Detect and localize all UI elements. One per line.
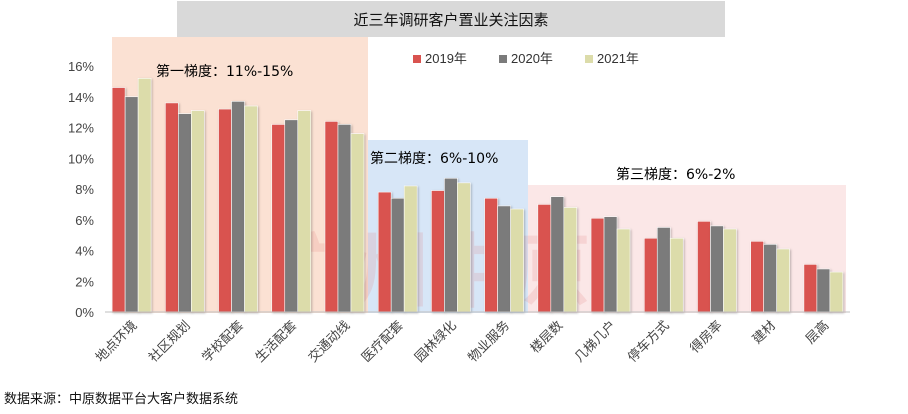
x-category-label: 学校配套	[199, 318, 247, 366]
x-category-label: 楼层数	[528, 318, 566, 356]
bar-2021年-层高	[829, 271, 844, 313]
bar-2021年-社区规划	[191, 110, 205, 313]
bar-2021年-物业服务	[510, 208, 524, 313]
bar-2021年-园林绿化	[457, 182, 471, 313]
bar-2020年-停车方式	[656, 227, 671, 313]
bar-2020年-交通动线	[337, 124, 352, 313]
x-category-label: 物业服务	[465, 318, 513, 366]
data-source-note: 数据来源：中原数据平台大客户数据系统	[4, 392, 239, 407]
y-tick-label: 2%	[75, 274, 94, 289]
bar-2020年-物业服务	[497, 205, 511, 313]
x-category-label: 层高	[803, 318, 833, 348]
bar-2019年-物业服务	[484, 197, 498, 313]
x-category-label: 建材	[750, 318, 779, 347]
bar-2019年-医疗配套	[377, 191, 392, 313]
bar-2019年-楼层数	[537, 204, 552, 313]
y-tick-label: 8%	[75, 182, 94, 197]
bar-2021年-生活配套	[297, 110, 312, 313]
bar-2020年-医疗配套	[390, 197, 405, 313]
y-tick-label: 10%	[68, 151, 94, 166]
bar-2019年-生活配套	[271, 124, 286, 313]
bar-2020年-建材	[763, 244, 777, 313]
x-category-label: 生活配套	[252, 318, 300, 366]
bar-2020年-地点环境	[124, 96, 139, 313]
x-category-label: 停车方式	[624, 318, 672, 366]
bar-2019年-社区规划	[165, 102, 179, 313]
x-category-label: 几梯几户	[571, 318, 619, 366]
bar-2021年-楼层数	[563, 207, 578, 313]
bar-2021年-学校配套	[244, 105, 258, 313]
bar-2019年-学校配套	[218, 108, 232, 313]
bar-2021年-交通动线	[350, 133, 365, 313]
bar-2019年-建材	[750, 240, 764, 313]
x-category-label: 得房率	[687, 318, 726, 357]
bar-2020年-生活配套	[284, 119, 299, 313]
legend-swatch-2019年	[413, 55, 421, 63]
bar-2020年-学校配套	[231, 101, 245, 313]
tier-label-1: 第一梯度：11%-15%	[156, 63, 293, 80]
bar-2021年-得房率	[723, 228, 737, 313]
bar-2019年-层高	[803, 264, 818, 313]
legend-swatch-2021年	[585, 55, 593, 63]
x-category-label: 医疗配套	[358, 318, 406, 366]
bar-2019年-园林绿化	[431, 190, 445, 313]
y-tick-label: 6%	[75, 213, 94, 228]
bar-2020年-社区规划	[178, 113, 192, 313]
bar-2019年-地点环境	[111, 87, 126, 313]
y-tick-label: 4%	[75, 244, 94, 259]
bar-2021年-医疗配套	[403, 185, 418, 313]
bar-2020年-园林绿化	[444, 177, 458, 313]
x-category-label: 园林绿化	[412, 318, 459, 365]
x-category-label: 地点环境	[93, 318, 140, 365]
bar-2019年-几梯几户	[590, 217, 605, 313]
tier3-region	[528, 185, 846, 313]
watermark-text: 广州中原	[270, 226, 590, 319]
bar-2020年-得房率	[710, 225, 724, 313]
legend-label-2020年: 2020年	[511, 51, 553, 66]
bar-2019年-停车方式	[643, 237, 658, 313]
tier-label-3: 第三梯度：6%-2%	[616, 166, 735, 183]
bar-2021年-建材	[776, 248, 790, 313]
y-tick-label: 14%	[68, 90, 94, 105]
x-category-label: 交通动线	[305, 318, 353, 366]
bar-2019年-得房率	[697, 220, 711, 313]
y-tick-label: 12%	[68, 121, 94, 136]
bar-2019年-交通动线	[324, 121, 339, 313]
bar-2020年-几梯几户	[603, 216, 618, 313]
legend-label-2019年: 2019年	[425, 51, 467, 66]
legend-label-2021年: 2021年	[597, 51, 639, 66]
bar-2020年-楼层数	[550, 196, 565, 313]
bar-2020年-层高	[816, 268, 831, 313]
x-category-label: 社区规划	[146, 318, 194, 366]
tier-label-2: 第二梯度：6%-10%	[370, 150, 498, 167]
legend-swatch-2020年	[499, 55, 507, 63]
bar-2021年-几梯几户	[616, 228, 631, 313]
bar-2021年-停车方式	[669, 237, 684, 313]
y-tick-label: 16%	[68, 59, 94, 74]
bar-2021年-地点环境	[137, 78, 152, 313]
chart-title: 近三年调研客户置业关注因素	[177, 1, 725, 37]
y-tick-label: 0%	[75, 305, 94, 320]
